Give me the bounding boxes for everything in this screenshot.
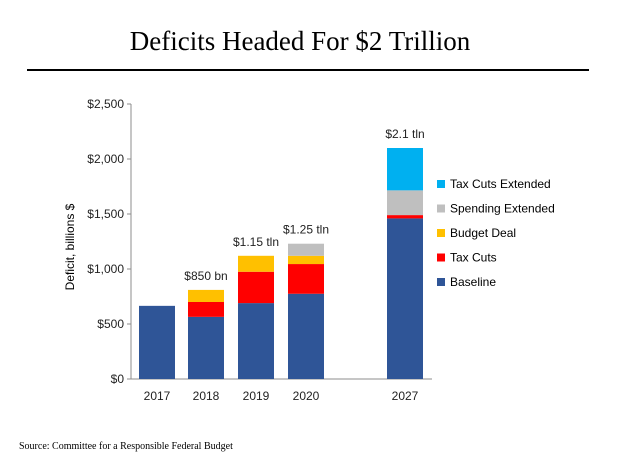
y-tick-label: $1,500 [87,207,124,221]
legend-swatch [437,180,445,188]
y-tick-label: $2,000 [87,152,124,166]
bar-baseline-2027 [387,218,423,379]
bar-spending-extended-2027 [387,190,423,216]
y-tick-label: $0 [111,372,125,386]
bar-tax-cuts-2018 [188,302,224,317]
legend-label: Baseline [450,275,496,289]
bar-total-label: $2.1 tln [385,127,424,141]
bar-baseline-2018 [188,316,224,379]
legend-swatch [437,229,445,237]
chart-axes: $0 $500 $1,000 $1,500 $2,000 $2,500 2017 2018 20… [87,97,432,403]
x-tick-label: 2019 [243,389,270,403]
y-tick-label: $2,500 [87,97,124,111]
legend-swatch [437,204,445,213]
legend-label: Tax Cuts Extended [450,177,551,191]
legend-label: Budget Deal [450,226,516,240]
y-axis-label: Deficit, billions $ [63,203,77,290]
title-divider [27,69,589,71]
bar-total-label: $850 bn [184,269,227,283]
bar-baseline-2017 [139,305,175,379]
legend-swatch [437,278,445,286]
chart-bars [139,148,423,379]
x-tick-label: 2017 [144,389,171,403]
bar-budget-deal-2020 [288,255,324,265]
bar-tax-cuts-extended-2027 [387,148,423,191]
bar-total-label: $1.25 tln [283,223,329,237]
x-tick-label: 2020 [293,389,320,403]
y-tick-label: $500 [97,317,124,331]
y-tick-label: $1,000 [87,262,124,276]
legend-label: Spending Extended [450,202,555,216]
chart-annotations: $850 bn $1.15 tln $1.25 tln $2.1 tln [184,127,424,283]
bar-tax-cuts-2020 [288,264,324,294]
bar-baseline-2019 [238,303,274,379]
bar-spending-extended-2020 [288,243,324,256]
bar-tax-cuts-2027 [387,215,423,219]
legend-swatch [437,253,445,262]
source-note: Source: Committee for a Responsible Fede… [19,441,233,452]
chart-legend: Tax Cuts Extended Spending Extended Budget… [437,177,555,289]
bar-baseline-2020 [288,293,324,379]
x-tick-label: 2027 [392,389,419,403]
bar-budget-deal-2019 [238,255,274,272]
legend-label: Tax Cuts [450,251,497,265]
bar-tax-cuts-2019 [238,271,274,304]
bar-budget-deal-2018 [188,289,224,302]
x-tick-label: 2018 [193,389,220,403]
bar-total-label: $1.15 tln [233,235,279,249]
chart-title: Deficits Headed For $2 Trillion [129,26,471,56]
